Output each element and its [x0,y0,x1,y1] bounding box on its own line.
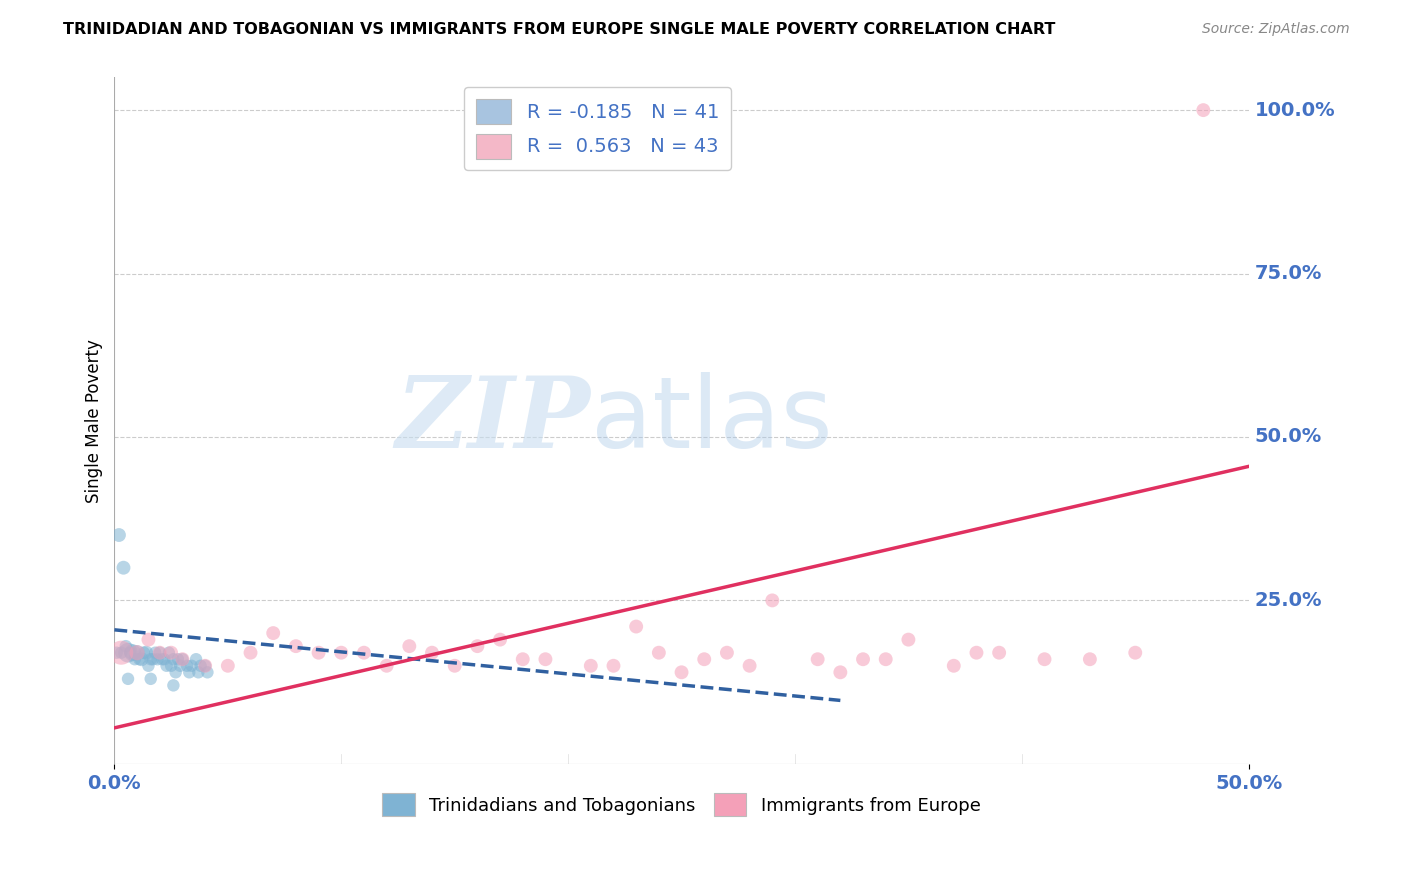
Point [135,646,157,660]
Point [579,658,602,673]
Point [489,632,512,647]
Point [467,639,489,653]
Point [143,646,166,660]
Point [184,652,207,666]
Point [420,646,443,660]
Point [138,658,160,673]
Point [716,646,738,660]
Point [114,639,136,653]
Point [120,646,142,660]
Point [180,658,202,673]
Point [165,665,187,680]
Text: 25.0%: 25.0% [1254,591,1322,610]
Text: TRINIDADIAN AND TOBAGONIAN VS IMMIGRANTS FROM EUROPE SINGLE MALE POVERTY CORRELA: TRINIDADIAN AND TOBAGONIAN VS IMMIGRANTS… [63,22,1056,37]
Point [105,646,128,660]
Point [146,652,169,666]
Point [648,646,671,660]
Point [534,652,557,666]
Point [110,646,132,660]
Point [139,652,162,666]
Point [162,678,184,692]
Point [139,672,162,686]
Point [761,593,783,607]
Point [187,665,209,680]
Point [172,652,194,666]
Point [1123,646,1146,660]
Point [131,652,153,666]
Point [117,672,139,686]
Point [897,632,920,647]
Point [149,646,172,660]
Point [176,658,198,673]
Text: 75.0%: 75.0% [1254,264,1322,283]
Point [398,639,420,653]
Point [330,646,353,660]
Point [155,658,177,673]
Point [127,646,149,660]
Point [153,652,176,666]
Text: ZIP: ZIP [396,372,591,469]
Point [172,652,194,666]
Point [179,665,201,680]
Point [1078,652,1101,666]
Point [157,646,180,660]
Point [194,658,217,673]
Y-axis label: Single Male Poverty: Single Male Poverty [86,339,103,502]
Text: Source: ZipAtlas.com: Source: ZipAtlas.com [1202,22,1350,37]
Point [108,528,131,542]
Point [217,658,239,673]
Legend: Trinidadians and Tobagonians, Immigrants from Europe: Trinidadians and Tobagonians, Immigrants… [375,786,988,823]
Point [353,646,375,660]
Point [875,652,897,666]
Point [110,646,132,660]
Point [602,658,624,673]
Point [942,658,965,673]
Text: atlas: atlas [591,372,832,469]
Point [197,665,219,680]
Point [117,646,139,660]
Point [738,658,761,673]
Point [693,652,716,666]
Point [965,646,987,660]
Point [1192,103,1215,117]
Point [149,646,172,660]
Point [160,646,183,660]
Text: 100.0%: 100.0% [1254,101,1334,120]
Point [167,652,190,666]
Point [128,652,150,666]
Point [169,658,191,673]
Point [132,646,155,660]
Point [1033,652,1056,666]
Point [239,646,262,660]
Point [671,665,693,680]
Point [262,626,284,640]
Text: 50.0%: 50.0% [1254,427,1322,447]
Point [194,658,217,673]
Point [830,665,852,680]
Point [624,619,647,633]
Point [512,652,534,666]
Point [162,652,184,666]
Point [124,652,146,666]
Point [190,658,212,673]
Point [138,632,160,647]
Point [443,658,465,673]
Point [112,560,135,574]
Point [375,658,398,673]
Point [127,646,149,660]
Point [121,646,143,660]
Point [160,658,183,673]
Point [988,646,1011,660]
Point [284,639,307,653]
Point [807,652,830,666]
Point [308,646,330,660]
Point [150,652,173,666]
Point [852,652,875,666]
Point [142,652,165,666]
